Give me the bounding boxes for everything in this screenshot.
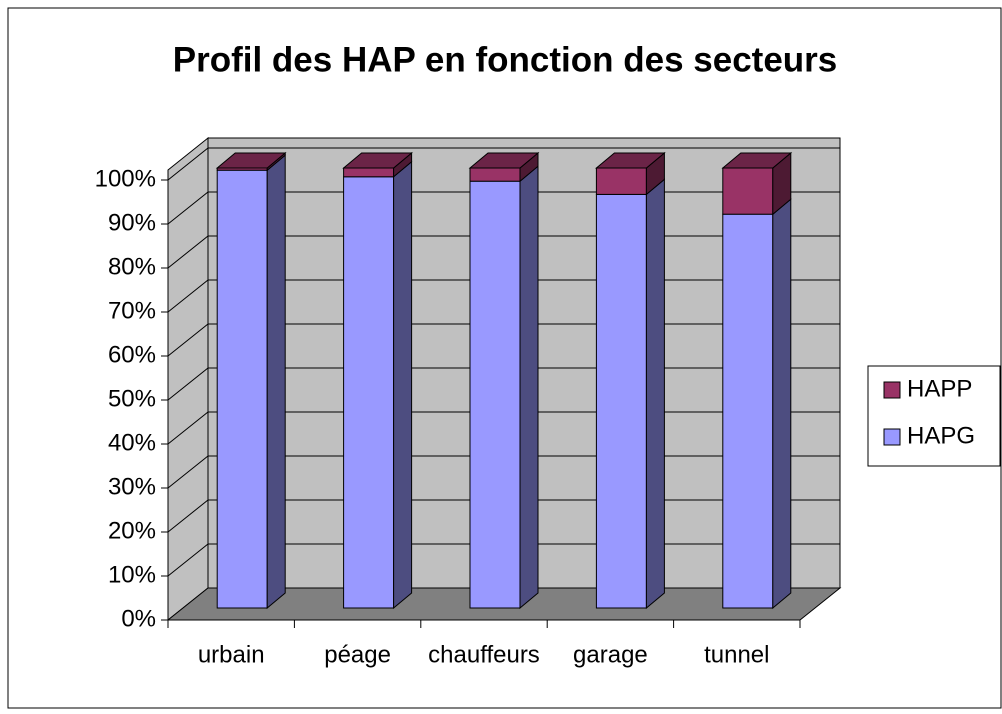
- bar-side: [519, 165, 539, 610]
- legend-swatch: [883, 428, 901, 446]
- y-tick-label: 60%: [108, 341, 156, 368]
- bar-front: [343, 167, 395, 178]
- grid-line: [167, 147, 840, 181]
- bar-top: [342, 152, 413, 169]
- x-tick-label: péage: [324, 641, 391, 668]
- legend-swatch: [883, 381, 901, 399]
- y-tick-label: 30%: [108, 473, 156, 500]
- y-tick-label: 0%: [121, 605, 156, 632]
- bar-front: [469, 180, 521, 609]
- y-tick-label: 90%: [108, 209, 156, 236]
- y-tick-label: 10%: [108, 561, 156, 588]
- x-tick-label: chauffeurs: [428, 641, 540, 668]
- bar-side: [645, 178, 665, 610]
- x-tick-label: tunnel: [704, 641, 769, 668]
- bar-front: [595, 193, 647, 609]
- y-tick-label: 70%: [108, 297, 156, 324]
- y-tick-label: 80%: [108, 253, 156, 280]
- bar-front: [722, 167, 774, 215]
- bar-side: [266, 154, 286, 610]
- chart-title: Profil des HAP en fonction des secteurs: [173, 40, 838, 79]
- y-tick-label: 50%: [108, 385, 156, 412]
- y-tick-label: 20%: [108, 517, 156, 544]
- bar-front: [595, 167, 647, 195]
- side-wall: [167, 136, 209, 622]
- bar-front: [469, 167, 521, 182]
- x-tick-label: urbain: [198, 641, 265, 668]
- bar-top: [468, 152, 540, 169]
- y-tick-label: 100%: [95, 165, 156, 192]
- bar-top: [215, 152, 287, 169]
- bar-front: [343, 176, 395, 609]
- bar-front: [216, 169, 268, 609]
- bar-top: [721, 152, 793, 169]
- bar-side: [772, 198, 792, 610]
- y-tick-label: 40%: [108, 429, 156, 456]
- legend-label: HAPG: [907, 422, 975, 449]
- x-tick-label: garage: [573, 641, 648, 668]
- bar-top: [595, 152, 666, 169]
- legend-label: HAPP: [907, 375, 972, 402]
- bar-side: [393, 160, 413, 610]
- bar-front: [722, 213, 774, 609]
